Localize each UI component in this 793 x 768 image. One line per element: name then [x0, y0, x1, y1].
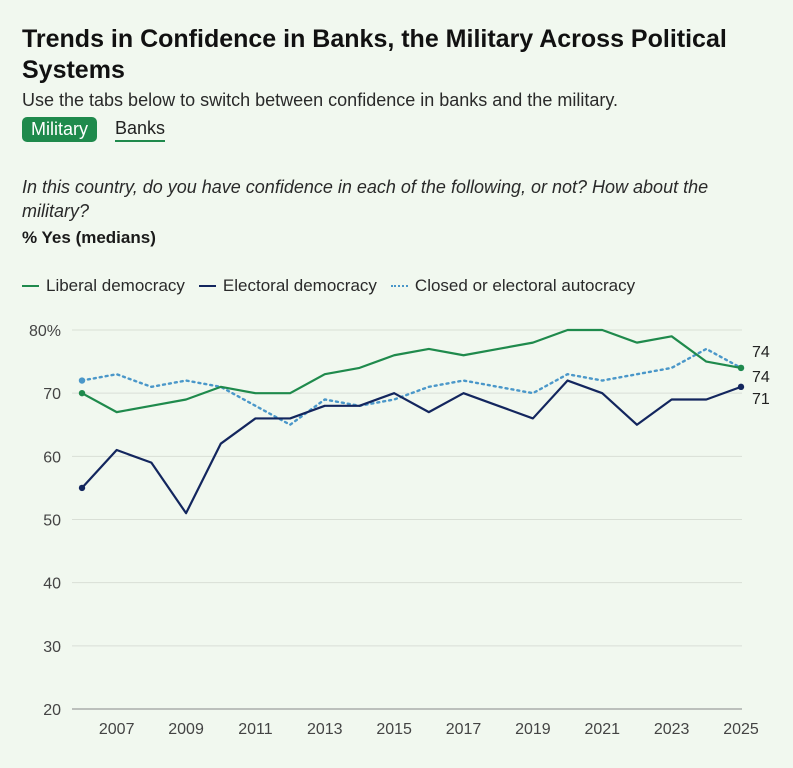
- legend-item-closed: Closed or electoral autocracy: [390, 276, 636, 296]
- x-tick-label: 2011: [238, 721, 273, 738]
- series-start-point-2: [78, 377, 86, 384]
- x-tick-label: 2019: [515, 721, 551, 738]
- series-start-point-0: [78, 389, 86, 397]
- x-tick-label: 2021: [584, 721, 620, 738]
- legend-swatch-liberal: [22, 285, 39, 287]
- x-tick-label: 2015: [376, 721, 412, 738]
- series-end-point-0: [737, 364, 745, 372]
- y-tick-label: 30: [43, 639, 61, 656]
- series-line-2: [80, 347, 743, 426]
- x-tick-label: 2025: [723, 721, 759, 738]
- series-line-0: [80, 328, 743, 414]
- unit-label: % Yes (medians): [22, 228, 156, 247]
- x-tick-label: 2009: [168, 721, 204, 738]
- series-start-point-1: [78, 484, 86, 492]
- y-tick-label: 20: [43, 702, 61, 719]
- tab-banks[interactable]: Banks: [115, 118, 166, 142]
- legend: Liberal democracy Electoral democracy Cl…: [22, 276, 649, 296]
- y-tick-label: 70: [43, 386, 61, 403]
- series-end-point-1: [737, 383, 745, 391]
- end-label-2: 74: [752, 344, 770, 361]
- legend-swatch-closed: [390, 285, 408, 287]
- chart-subtitle: Use the tabs below to switch between con…: [22, 90, 618, 110]
- series-line-1: [80, 379, 743, 515]
- chart-title: Trends in Confidence in Banks, the Milit…: [22, 25, 727, 84]
- y-tick-label: 60: [43, 449, 61, 466]
- legend-label-electoral: Electoral democracy: [222, 276, 377, 295]
- y-tick-label: 40: [43, 576, 61, 593]
- x-tick-label: 2017: [446, 721, 482, 738]
- legend-item-electoral: Electoral democracy: [198, 276, 377, 296]
- legend-item-liberal: Liberal democracy: [22, 276, 185, 296]
- end-label-1: 71: [752, 391, 770, 408]
- legend-label-liberal: Liberal democracy: [46, 276, 185, 295]
- survey-question: In this country, do you have confidence …: [22, 177, 709, 221]
- legend-swatch-electoral: [198, 285, 216, 287]
- end-label-0: 74: [752, 369, 770, 386]
- legend-label-closed: Closed or electoral autocracy: [414, 276, 636, 295]
- tab-bar: Military Banks: [22, 117, 166, 142]
- tab-military[interactable]: Military: [22, 117, 97, 142]
- x-tick-label: 2007: [99, 721, 135, 738]
- y-tick-label: 50: [43, 513, 61, 530]
- x-tick-label: 2013: [307, 721, 343, 738]
- x-tick-label: 2023: [654, 721, 690, 738]
- y-tick-label: 80%: [29, 323, 61, 340]
